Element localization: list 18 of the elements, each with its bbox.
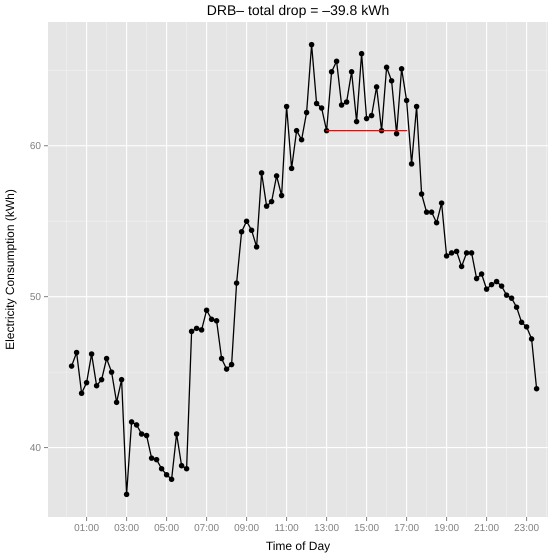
x-tick-label: 19:00 bbox=[434, 523, 460, 534]
x-tick-label: 17:00 bbox=[394, 523, 420, 534]
x-tick-label: 11:00 bbox=[274, 523, 300, 534]
y-tick-label: 60 bbox=[30, 140, 42, 152]
x-tick-label: 21:00 bbox=[474, 523, 500, 534]
chart-title: DRB– total drop = –39.8 kWh bbox=[206, 2, 390, 18]
x-tick-label: 05:00 bbox=[154, 523, 180, 534]
x-tick-label: 03:00 bbox=[114, 523, 140, 534]
x-tick-label: 07:00 bbox=[194, 523, 220, 534]
x-tick-label: 15:00 bbox=[354, 523, 380, 534]
y-tick-label: 50 bbox=[30, 292, 42, 303]
x-tick-label: 13:00 bbox=[314, 523, 340, 534]
y-axis-title: Electricity Consumption (kWh) bbox=[3, 189, 17, 350]
x-tick-label: 01:00 bbox=[74, 523, 100, 534]
x-tick-label: 09:00 bbox=[234, 523, 260, 534]
y-tick-label: 40 bbox=[30, 442, 42, 454]
x-tick-label: 23:00 bbox=[514, 523, 540, 534]
x-axis-title: Time of Day bbox=[266, 539, 330, 553]
